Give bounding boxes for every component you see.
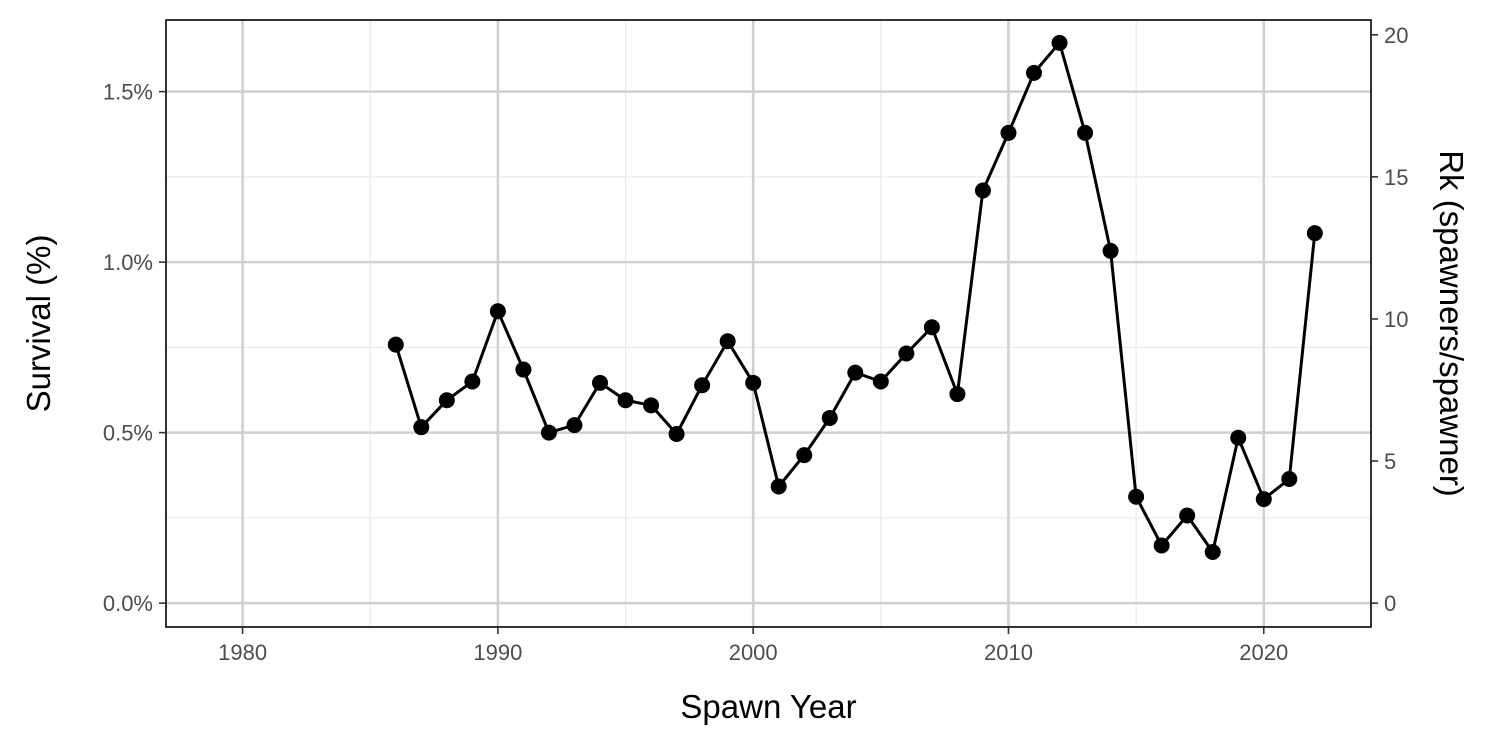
series-line-layer (394, 41, 1317, 554)
data-point (464, 373, 481, 390)
data-point (1255, 491, 1272, 508)
data-point (719, 333, 736, 350)
data-point (796, 447, 813, 464)
data-point (1179, 507, 1196, 524)
x-tick-label: 1990 (473, 640, 522, 665)
x-tick-label: 2020 (1239, 640, 1288, 665)
x-tick-label: 2010 (984, 640, 1033, 665)
data-points (387, 34, 1323, 560)
data-point (617, 392, 634, 409)
data-point (1306, 225, 1323, 242)
y-tick-label: 0.0% (103, 591, 153, 616)
data-point (1051, 34, 1068, 51)
x-tick-label: 2000 (729, 640, 778, 665)
x-tick-label: 1980 (218, 640, 267, 665)
y-tick-label: 1.5% (103, 80, 153, 105)
data-point (1000, 124, 1017, 141)
data-point (898, 345, 915, 362)
data-point (847, 364, 864, 381)
data-point (387, 336, 404, 353)
data-point (1281, 471, 1298, 488)
data-point (413, 419, 430, 436)
data-point (1204, 543, 1221, 560)
data-point (566, 417, 583, 434)
secondary-y-axis-title: Rk (spawners/spawner) (1433, 150, 1470, 497)
plot-panel-border (165, 19, 1372, 628)
data-point (643, 397, 660, 414)
data-point (949, 386, 966, 403)
data-point (1128, 488, 1145, 505)
data-point (515, 361, 532, 378)
y2-tick-label: 20 (1384, 23, 1408, 48)
y-tick-label: 1.0% (103, 250, 153, 275)
data-point (592, 374, 609, 391)
data-point (489, 303, 506, 320)
y2-tick-label: 15 (1384, 165, 1408, 190)
y-tick-label: 0.5% (103, 421, 153, 446)
data-point (668, 425, 685, 442)
data-point (438, 392, 455, 409)
x-axis-title: Spawn Year (680, 688, 856, 725)
data-point (872, 373, 889, 390)
data-point (1102, 242, 1119, 259)
y-axis-title: Survival (%) (20, 235, 57, 413)
data-point (1026, 64, 1043, 81)
y2-tick-label: 0 (1384, 591, 1396, 616)
data-point (694, 377, 711, 394)
data-point (1153, 537, 1170, 554)
data-point (540, 424, 557, 441)
data-point (821, 409, 838, 426)
y2-tick-label: 5 (1384, 449, 1396, 474)
y2-tick-label: 10 (1384, 307, 1408, 332)
data-point (1077, 124, 1094, 141)
grid-lines (166, 20, 1371, 627)
data-point (745, 374, 762, 391)
data-point (974, 182, 991, 199)
data-point (923, 319, 940, 336)
data-point (770, 478, 787, 495)
axes: 1980 1990 2000 2010 2020 0.0% 0.5% 1.0% 1.5% 0 5 10… (103, 23, 1409, 665)
series-line (394, 41, 1317, 554)
data-point (1230, 429, 1247, 446)
